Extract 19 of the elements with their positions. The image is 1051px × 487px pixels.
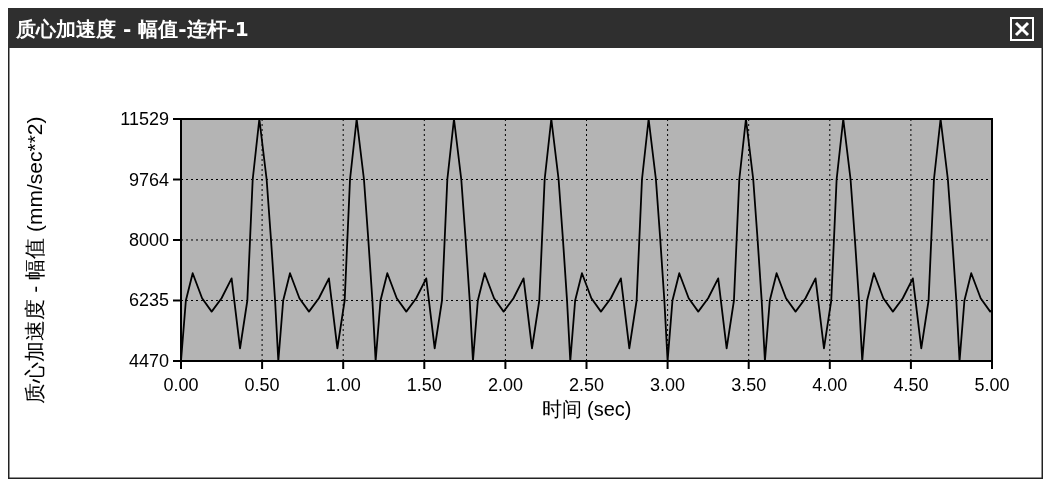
x-tick-label: 0.00 [163,375,199,395]
x-tick-label: 5.00 [974,375,1010,395]
y-tick-label: 8000 [128,229,169,250]
y-tick-label: 6235 [128,290,169,311]
x-axis-title: 时间 (sec) [541,398,632,420]
y-axis-title: 质心加速度 - 幅值 (mm/sec**2) [23,116,46,404]
y-tick-label: 11529 [120,109,169,129]
x-tick-label: 3.50 [731,375,767,395]
chart-title: 质心加速度 - 幅值-连杆-1 [15,17,249,41]
x-tick-label: 4.00 [812,375,848,395]
x-tick-label: 4.50 [893,375,929,395]
y-tick-label: 9764 [128,169,169,190]
x-tick-label: 1.50 [406,375,442,395]
x-tick-label: 0.50 [244,375,280,395]
x-tick-label: 1.00 [325,375,361,395]
x-tick-label: 2.50 [568,375,605,395]
x-tick-label: 3.00 [650,375,686,395]
x-tick-label: 2.00 [487,375,523,395]
y-tick-label: 4470 [128,351,169,371]
